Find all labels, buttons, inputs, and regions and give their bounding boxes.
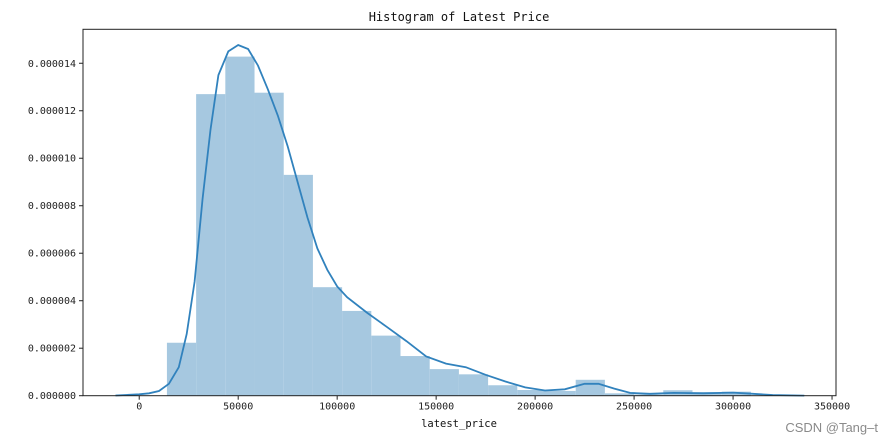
x-tick-label: 200000 [517, 402, 553, 413]
histogram-bar [254, 92, 284, 396]
histogram-bar [634, 394, 664, 396]
x-axis-label: latest_price [421, 418, 497, 430]
plot-frame [82, 28, 837, 397]
y-tick-label: 0.000012 [28, 106, 76, 117]
histogram-bar [458, 374, 489, 396]
histogram-bar [575, 379, 605, 396]
histogram-bar [312, 287, 343, 396]
y-tick-label: 0.000008 [28, 201, 76, 212]
x-tick-label: 350000 [814, 402, 850, 413]
y-tick-label: 0.000010 [28, 154, 76, 165]
y-axis: 0.000000 0.000002 0.000004 0.000006 0.000008… [28, 59, 83, 402]
histogram-bar [342, 310, 372, 396]
y-tick-label: 0.000004 [28, 296, 76, 307]
histogram-bar [371, 335, 401, 396]
histogram-bar [604, 393, 635, 396]
watermark: CSDN @Tang–t [785, 420, 878, 435]
x-tick-label: 50000 [223, 402, 253, 413]
histogram-bar [166, 342, 197, 396]
y-tick-label: 0.000006 [28, 249, 76, 260]
x-tick-label: 300000 [715, 402, 751, 413]
histogram-bar [488, 385, 518, 396]
y-tick-label: 0.000000 [28, 391, 76, 402]
x-tick-label: 150000 [418, 402, 454, 413]
histogram-bar [196, 94, 226, 396]
histogram-bar [400, 356, 430, 396]
x-tick-label: 0 [136, 402, 142, 413]
histogram-bar [546, 390, 576, 396]
kde-line [115, 43, 805, 397]
y-tick-label: 0.000002 [28, 344, 76, 355]
histogram-bar [283, 174, 313, 396]
bars [166, 56, 751, 396]
histogram-bar [429, 369, 459, 396]
chart-title: Histogram of Latest Price [369, 10, 550, 24]
x-axis: 0 50000 100000 150000 200000 250000 300000 3500… [136, 395, 850, 413]
histogram-bar [225, 56, 255, 396]
x-tick-label: 250000 [616, 402, 652, 413]
histogram-bar [517, 390, 547, 396]
y-tick-label: 0.000014 [28, 59, 76, 70]
x-tick-label: 100000 [319, 402, 355, 413]
